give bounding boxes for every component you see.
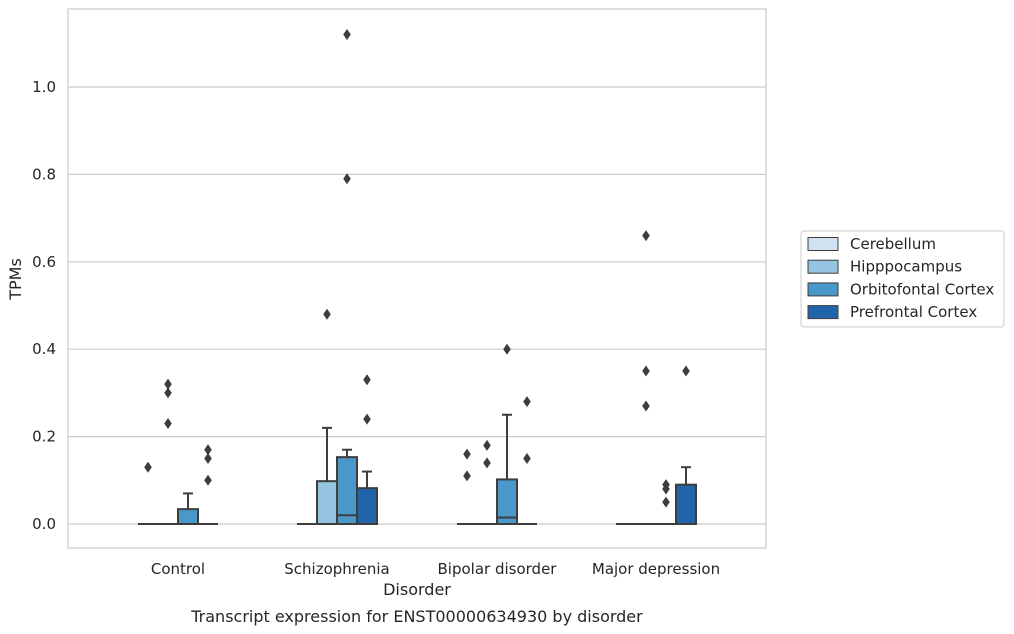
x-tick-label: Control bbox=[151, 560, 205, 578]
outlier-marker bbox=[682, 365, 690, 377]
outlier-marker bbox=[523, 396, 531, 408]
outlier-marker bbox=[503, 343, 511, 355]
y-tick-label: 0.2 bbox=[32, 428, 56, 446]
legend-frame bbox=[800, 230, 1005, 328]
x-tick-label: Schizophrenia bbox=[284, 560, 389, 578]
y-tick-label: 0.0 bbox=[32, 515, 56, 533]
outlier-marker bbox=[463, 470, 471, 482]
y-tick-label: 0.6 bbox=[32, 253, 56, 271]
x-tick-label: Bipolar disorder bbox=[438, 560, 558, 578]
y-tick-label: 0.8 bbox=[32, 165, 56, 183]
outlier-marker bbox=[343, 29, 351, 41]
outlier-marker bbox=[642, 230, 650, 242]
legend-swatch bbox=[807, 282, 839, 297]
box bbox=[675, 483, 697, 526]
legend: Cerebellum Hipppocampus Orbitofontal Corte… bbox=[800, 230, 1005, 328]
legend-swatch bbox=[807, 305, 839, 320]
box-series bbox=[177, 413, 676, 526]
legend-entry: Hipppocampus bbox=[850, 258, 962, 276]
y-tick-label: 0.4 bbox=[32, 340, 56, 358]
outlier-marker bbox=[343, 173, 351, 185]
outlier-marker bbox=[662, 496, 670, 508]
outlier-marker bbox=[204, 444, 212, 456]
outlier-marker bbox=[642, 400, 650, 412]
outlier-marker bbox=[164, 378, 172, 390]
outlier-marker bbox=[204, 474, 212, 486]
x-tick-labels: Control Schizophrenia Bipolar disorder Majo… bbox=[151, 560, 720, 578]
outlier-marker bbox=[662, 483, 670, 495]
box-groups bbox=[138, 413, 697, 526]
outlier-marker bbox=[463, 448, 471, 460]
outlier-marker bbox=[323, 308, 331, 320]
figure-caption: Transcript expression for ENST0000063493… bbox=[190, 607, 643, 626]
box bbox=[316, 480, 338, 526]
legend-swatch bbox=[807, 259, 839, 274]
legend-swatch bbox=[807, 237, 839, 251]
outlier-marker bbox=[164, 387, 172, 399]
legend-entry: Orbitofontal Cortex bbox=[850, 280, 994, 298]
outlier-marker bbox=[204, 452, 212, 464]
box bbox=[496, 478, 518, 525]
box bbox=[336, 456, 358, 526]
outlier-marker bbox=[523, 452, 531, 464]
outlier-marker bbox=[363, 413, 371, 425]
box-series bbox=[198, 466, 697, 526]
outlier-marker bbox=[164, 417, 172, 429]
y-tick-label: 1.0 bbox=[32, 78, 56, 96]
x-tick-label: Major depression bbox=[592, 560, 720, 578]
outlier-marker bbox=[483, 439, 491, 451]
legend-entry: Prefrontal Cortex bbox=[850, 303, 977, 321]
legend-entry: Cerebellum bbox=[850, 235, 936, 253]
outlier-marker bbox=[642, 365, 650, 377]
y-tick-labels: 0.0 0.2 0.4 0.6 0.8 1.0 bbox=[32, 78, 56, 533]
outlier-marker bbox=[483, 457, 491, 469]
y-axis-label: TPMs bbox=[6, 258, 25, 301]
x-axis-label: Disorder bbox=[383, 580, 451, 599]
outlier-points bbox=[144, 29, 690, 508]
box bbox=[177, 508, 199, 525]
outlier-marker bbox=[363, 374, 371, 386]
plot-area bbox=[67, 8, 767, 549]
outlier-marker bbox=[144, 461, 152, 473]
box bbox=[356, 487, 378, 525]
